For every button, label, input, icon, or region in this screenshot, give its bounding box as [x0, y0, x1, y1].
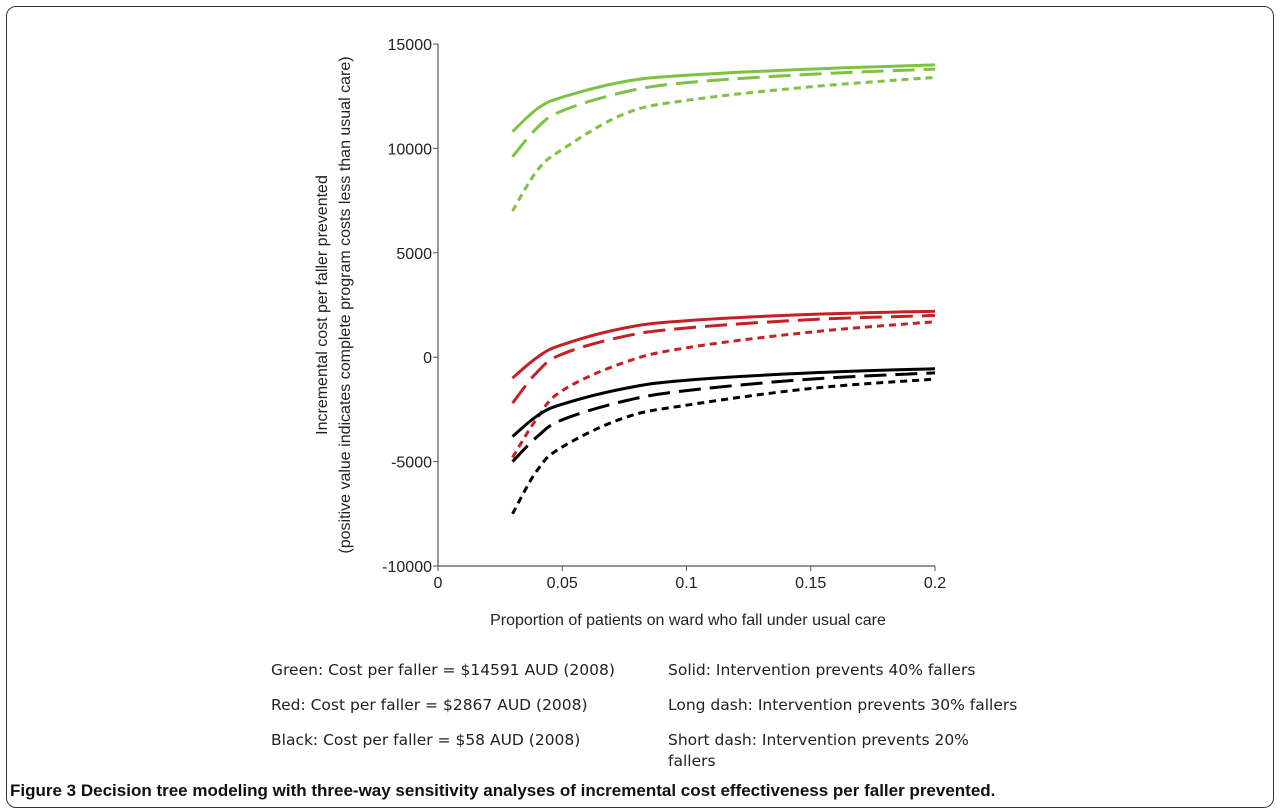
legend-solid-entry: Solid: Intervention prevents 40% fallers: [668, 661, 976, 679]
series-red-short-dash: [511, 320, 936, 459]
legend-green-entry: Green: Cost per faller = $14591 AUD (200…: [271, 661, 615, 679]
legend-red-entry: Red: Cost per faller = $2867 AUD (2008): [271, 696, 588, 714]
y-tick-label: -10000: [382, 559, 432, 576]
series-black-solid: [511, 367, 936, 438]
y-tick-label: 0: [423, 350, 432, 367]
series-green-solid: [511, 63, 936, 133]
series-black-long-dash: [511, 371, 936, 463]
y-tick-label: 15000: [388, 37, 433, 54]
y-tick-label: 5000: [396, 246, 432, 263]
caption-text: Decision tree modeling with three-way se…: [80, 781, 996, 800]
x-tick-label: 0.1: [675, 575, 697, 592]
legend-black-entry: Black: Cost per faller = $58 AUD (2008): [271, 731, 581, 749]
series-black-short-dash: [511, 377, 936, 515]
x-tick-label: 0.15: [795, 575, 826, 592]
series-green-long-dash: [511, 67, 936, 158]
y-axis-title-line1: Incremental cost per faller prevented: [314, 175, 331, 435]
legend-short-dash-entry-cont: fallers: [668, 752, 716, 770]
x-tick-label: 0: [434, 575, 443, 592]
legend-style-key: Solid: Intervention prevents 40% fallers…: [668, 660, 1017, 772]
chart-series: [511, 63, 936, 515]
series-red-solid: [511, 309, 936, 380]
legend-short-dash-entry: Short dash: Intervention prevents 20%: [668, 731, 969, 749]
figure-frame: [6, 6, 1274, 808]
caption-label: Figure 3: [10, 781, 77, 800]
series-red-long-dash: [511, 313, 936, 405]
chart-axes: -10000 -5000 0 5000 10000 15000 0 0.05 0.1 0.15 0.…: [382, 37, 946, 592]
x-tick-label: 0.2: [924, 575, 946, 592]
y-axis-title-line2: (positive value indicates complete progr…: [337, 56, 354, 553]
figure-caption: Figure 3 Decision tree modeling with thr…: [10, 781, 995, 801]
legend-cost-key: Green: Cost per faller = $14591 AUD (200…: [271, 660, 615, 751]
x-tick-label: 0.05: [547, 575, 578, 592]
x-axis-title: Proportion of patients on ward who fall …: [490, 612, 886, 629]
y-tick-label: -5000: [391, 455, 432, 472]
y-tick-label: 10000: [388, 141, 433, 158]
legend-long-dash-entry: Long dash: Intervention prevents 30% fal…: [668, 696, 1018, 714]
series-green-short-dash: [511, 75, 936, 212]
